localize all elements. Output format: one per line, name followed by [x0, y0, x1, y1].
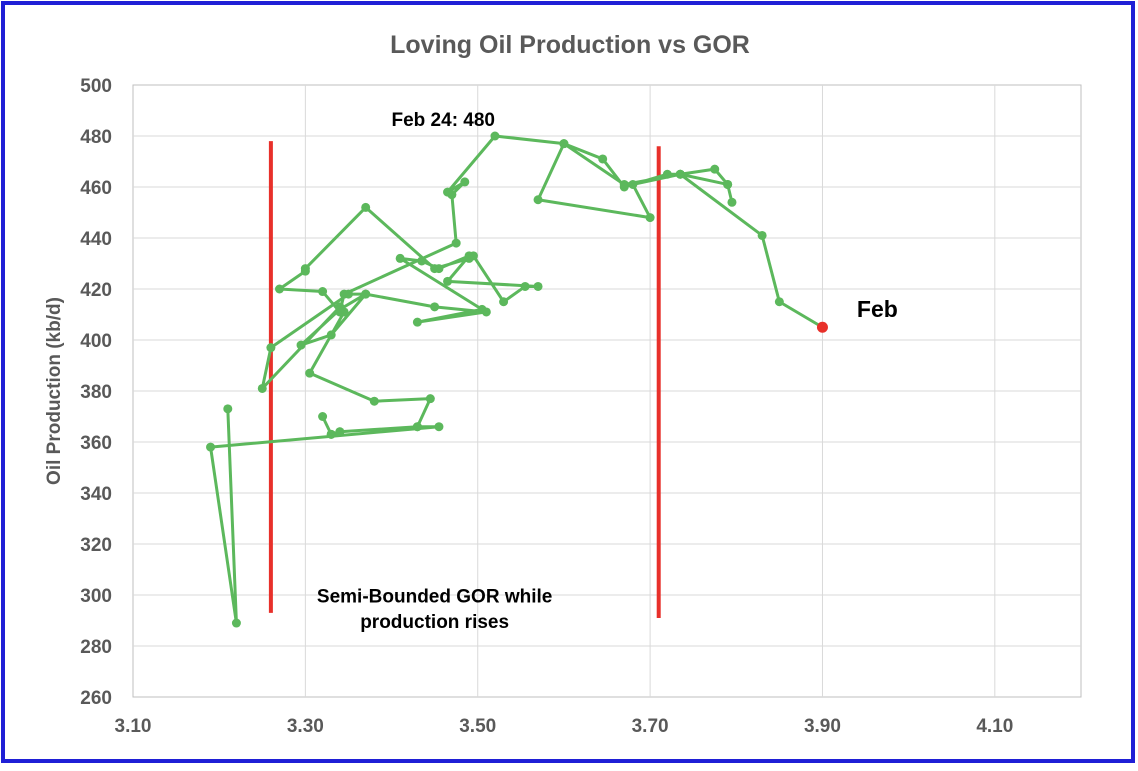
data-point — [460, 177, 470, 187]
y-tick-label: 340 — [80, 484, 112, 505]
y-tick-label: 380 — [80, 382, 112, 403]
data-point — [559, 139, 569, 149]
data-point — [412, 422, 422, 432]
annotation-last: Feb — [857, 296, 898, 322]
y-tick-label: 440 — [80, 229, 112, 250]
data-point — [231, 618, 241, 628]
tick-labels: 260 280 300 320 340 360 380 400 420 440 460 480 500 3… — [80, 76, 1013, 737]
chart-title: Loving Oil Production vs GOR — [390, 31, 750, 59]
data-point — [339, 289, 349, 299]
data-point — [443, 276, 453, 286]
x-tick-label: 3.70 — [632, 716, 669, 737]
data-point — [464, 253, 474, 263]
data-point — [490, 131, 500, 141]
data-point — [296, 340, 306, 350]
data-point — [434, 422, 444, 432]
y-tick-label: 260 — [80, 688, 112, 709]
data-point — [723, 179, 733, 189]
data-point — [477, 304, 487, 314]
data-point — [430, 264, 440, 274]
data-point — [598, 154, 608, 164]
data-point — [223, 404, 233, 414]
last-data-point — [816, 321, 828, 333]
x-tick-label: 3.30 — [287, 716, 324, 737]
x-tick-label: 4.10 — [976, 716, 1013, 737]
data-point — [395, 253, 405, 263]
data-point — [275, 284, 285, 294]
series-layer — [206, 131, 828, 628]
data-point — [645, 213, 655, 223]
data-point — [675, 169, 685, 179]
data-point — [318, 412, 328, 421]
y-tick-label: 320 — [80, 535, 112, 556]
data-point — [662, 169, 672, 179]
y-tick-label: 460 — [80, 178, 112, 199]
x-tick-label: 3.90 — [804, 716, 841, 737]
data-point — [520, 281, 530, 291]
data-point — [206, 442, 216, 452]
data-point — [619, 179, 629, 189]
data-point — [499, 297, 509, 307]
y-tick-label: 280 — [80, 637, 112, 658]
y-tick-label: 360 — [80, 433, 112, 454]
data-point — [326, 330, 336, 340]
data-point — [710, 164, 720, 174]
data-point — [757, 230, 767, 240]
y-tick-label: 480 — [80, 127, 112, 148]
data-point — [335, 427, 345, 437]
data-point — [305, 368, 315, 378]
data-point — [425, 394, 435, 404]
y-axis-label: Oil Production (kb/d) — [44, 297, 65, 485]
data-point — [300, 266, 310, 276]
series-line — [209, 134, 824, 625]
data-point — [443, 187, 453, 197]
data-point — [266, 343, 276, 353]
annotation-bounded-line2: production rises — [360, 612, 509, 633]
data-point — [369, 396, 379, 406]
data-point — [335, 307, 345, 317]
data-point — [361, 202, 371, 212]
data-point — [533, 195, 543, 205]
data-point — [430, 302, 440, 312]
data-point — [727, 197, 737, 207]
reference-lines — [268, 141, 661, 618]
data-point — [417, 256, 427, 266]
data-point — [318, 287, 328, 297]
annotation-peak: Feb 24: 480 — [392, 110, 496, 131]
data-point — [257, 383, 267, 393]
y-tick-label: 500 — [80, 76, 112, 97]
grid-layer — [133, 85, 1081, 697]
data-point — [361, 289, 371, 299]
y-tick-label: 420 — [80, 280, 112, 301]
data-point — [412, 317, 422, 327]
y-tick-label: 300 — [80, 586, 112, 607]
data-point — [774, 297, 784, 307]
data-point — [533, 281, 543, 291]
x-tick-label: 3.10 — [115, 716, 152, 737]
x-tick-label: 3.50 — [459, 716, 496, 737]
data-point — [326, 429, 336, 439]
annotations: Feb 24: 480 Feb Semi-Bounded GOR while p… — [317, 110, 898, 633]
data-point — [451, 238, 461, 248]
data-point — [628, 179, 638, 189]
y-tick-label: 400 — [80, 331, 112, 352]
annotation-bounded-line1: Semi-Bounded GOR while — [317, 587, 552, 608]
